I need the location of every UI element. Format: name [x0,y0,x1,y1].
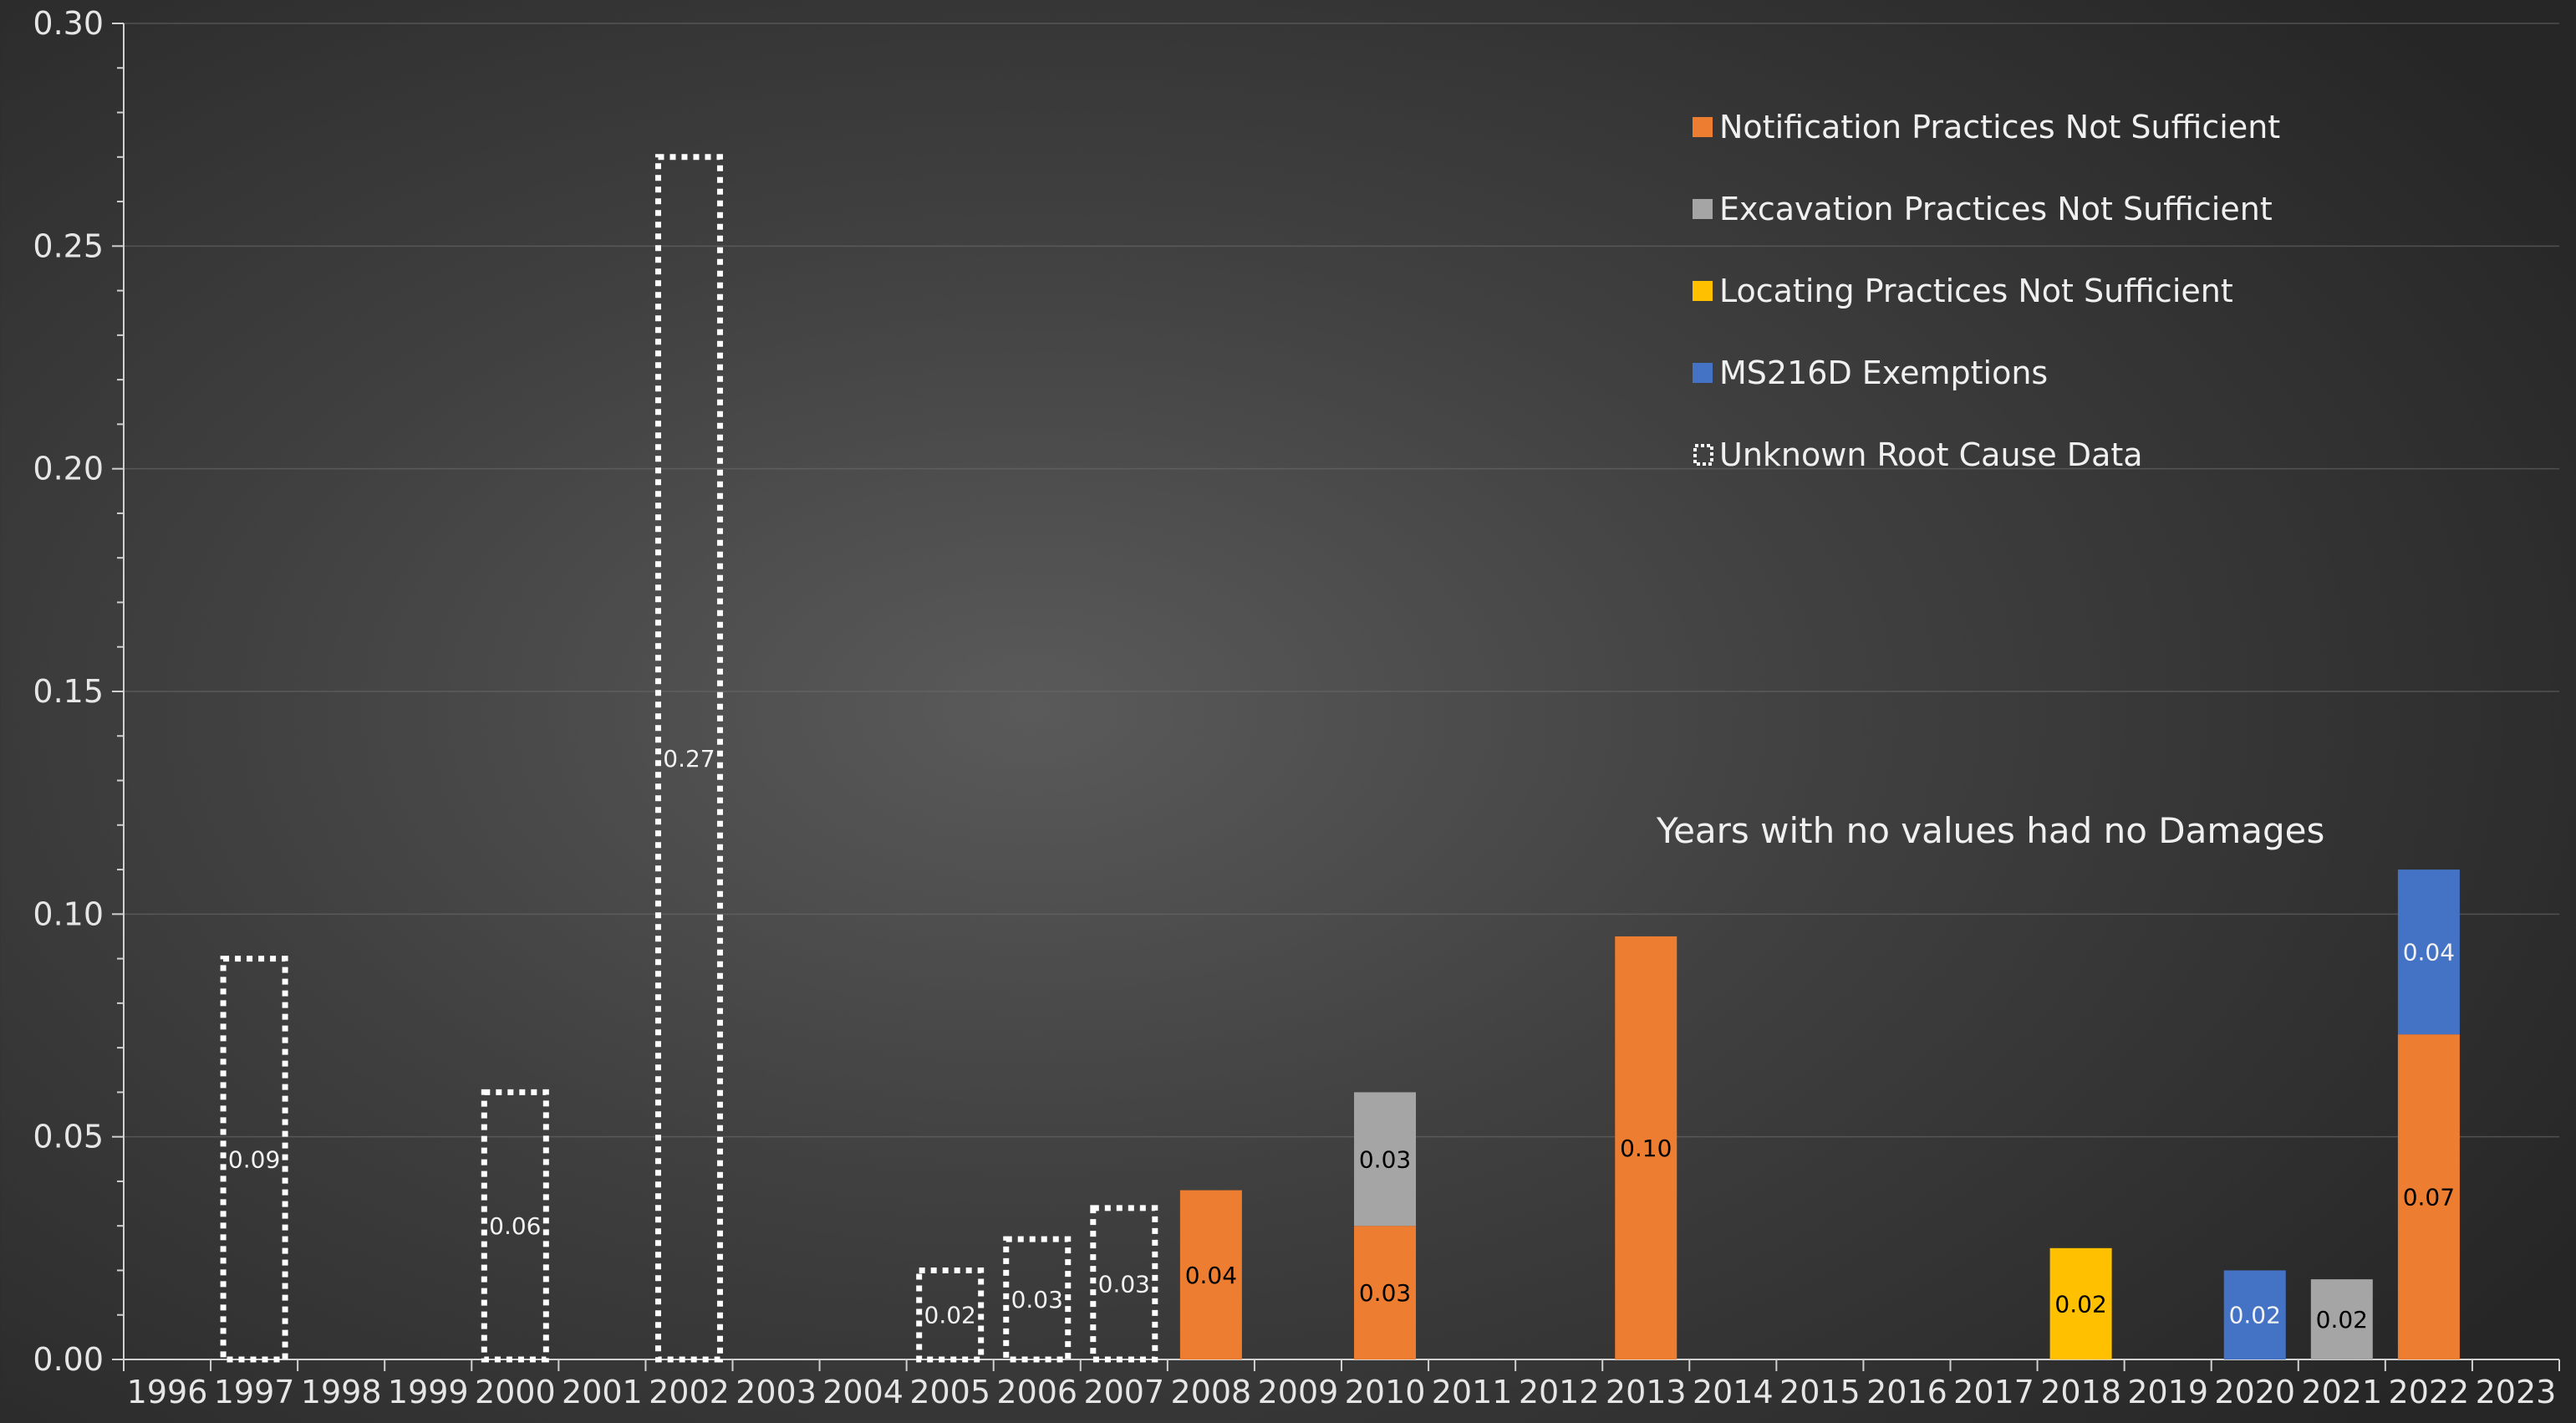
legend-swatch [1693,281,1713,301]
legend-swatch [1693,444,1713,466]
data-label: 0.02 [2316,1306,2368,1334]
legend-label: Locating Practices Not Sufficient [1719,273,2233,309]
x-tick-label: 2006 [996,1374,1077,1410]
y-tick-label: 0.15 [33,673,104,710]
data-label: 0.03 [1359,1145,1411,1173]
annotations: Years with no values had no Damages [1656,810,2324,851]
legend-swatch [1693,363,1713,383]
data-label: 0.02 [2054,1290,2106,1318]
bar-locating-practices-not-sufficient [2049,1247,2112,1359]
x-tick-label: 2003 [736,1374,817,1410]
bars: 0.04 0.03 0.10 0.07 0.03 0.02 0.02 0.02 0.04 0.09… [220,154,2460,1363]
legend-label: MS216D Exemptions [1719,354,2048,391]
legend-swatch [1693,199,1713,219]
x-tick-label: 2016 [1866,1374,1947,1410]
x-tick-label: 1996 [127,1374,208,1410]
data-label: 0.03 [1011,1286,1063,1313]
y-tick-label: 0.20 [33,451,104,487]
x-tick-label: 2018 [2040,1374,2121,1410]
bar-unknown-root-cause-data [1003,1236,1072,1363]
x-tick-label: 2010 [1345,1374,1426,1410]
y-tick-label: 0.05 [33,1119,104,1155]
x-tick-label: 2011 [1432,1374,1513,1410]
y-tick-label: 0.00 [33,1341,104,1378]
x-tick-label: 2020 [2214,1374,2295,1410]
data-label: 0.09 [228,1145,280,1173]
bar-excavation-practices-not-sufficient [1354,1092,1417,1227]
x-tick-label: 2002 [649,1374,730,1410]
x-tick-label: 2014 [1693,1374,1774,1410]
axes: 0.00 0.05 0.10 0.15 0.20 0.25 0.30 1996 1997 1998… [33,5,2560,1410]
data-label: 0.04 [2403,939,2455,967]
x-tick-label: 1999 [388,1374,469,1410]
x-tick-label: 1997 [214,1374,295,1410]
x-tick-label: 2007 [1083,1374,1164,1410]
legend-label: Unknown Root Cause Data [1719,436,2143,473]
data-label: 0.10 [1620,1135,1672,1162]
bar-ms216d-exemptions [2397,870,2460,1035]
x-tick-label: 2022 [2389,1374,2470,1410]
y-tick-label: 0.10 [33,895,104,932]
x-tick-label: 2013 [1606,1374,1687,1410]
x-tick-label: 2023 [2476,1374,2557,1410]
x-tick-label: 2021 [2301,1374,2382,1410]
data-label: 0.02 [924,1302,976,1329]
bar-excavation-practices-not-sufficient [2310,1279,2373,1359]
x-tick-label: 1998 [301,1374,382,1410]
x-tick-label: 2000 [475,1374,556,1410]
bar-notification-practices-not-sufficient [2397,1034,2460,1359]
bar-notification-practices-not-sufficient [1615,936,1677,1359]
y-tick-label: 0.25 [33,227,104,264]
y-tick-label: 0.30 [33,5,104,42]
x-tick-label: 2019 [2127,1374,2208,1410]
legend-label: Excavation Practices Not Sufficient [1719,191,2273,227]
x-tick-label: 2001 [562,1374,643,1410]
bar-unknown-root-cause-data [916,1267,985,1363]
data-label: 0.03 [1098,1270,1150,1298]
x-tick-label: 2009 [1258,1374,1339,1410]
data-label: 0.07 [2403,1184,2455,1211]
gridlines [124,23,2559,1138]
legend: Notification Practices Not Sufficient Exc… [1693,109,2280,473]
legend-label: Notification Practices Not Sufficient [1719,109,2280,145]
x-tick-label: 2017 [1953,1374,2034,1410]
data-label: 0.06 [489,1212,541,1240]
bar-ms216d-exemptions [2223,1270,2286,1359]
x-tick-label: 2012 [1519,1374,1600,1410]
data-label: 0.04 [1185,1262,1237,1289]
bar-notification-practices-not-sufficient [1179,1190,1242,1359]
x-tick-label: 2004 [822,1374,904,1410]
bar-notification-practices-not-sufficient [1354,1226,1417,1359]
x-tick-label: 2005 [909,1374,990,1410]
legend-swatch [1693,117,1713,137]
data-label: 0.02 [2229,1302,2281,1329]
x-tick-label: 2008 [1171,1374,1252,1410]
x-tick-label: 2015 [1779,1374,1861,1410]
data-label: 0.03 [1359,1279,1411,1307]
annotation-text: Years with no values had no Damages [1656,810,2324,851]
data-label: 0.27 [663,745,715,773]
bar-unknown-root-cause-data [220,956,288,1363]
